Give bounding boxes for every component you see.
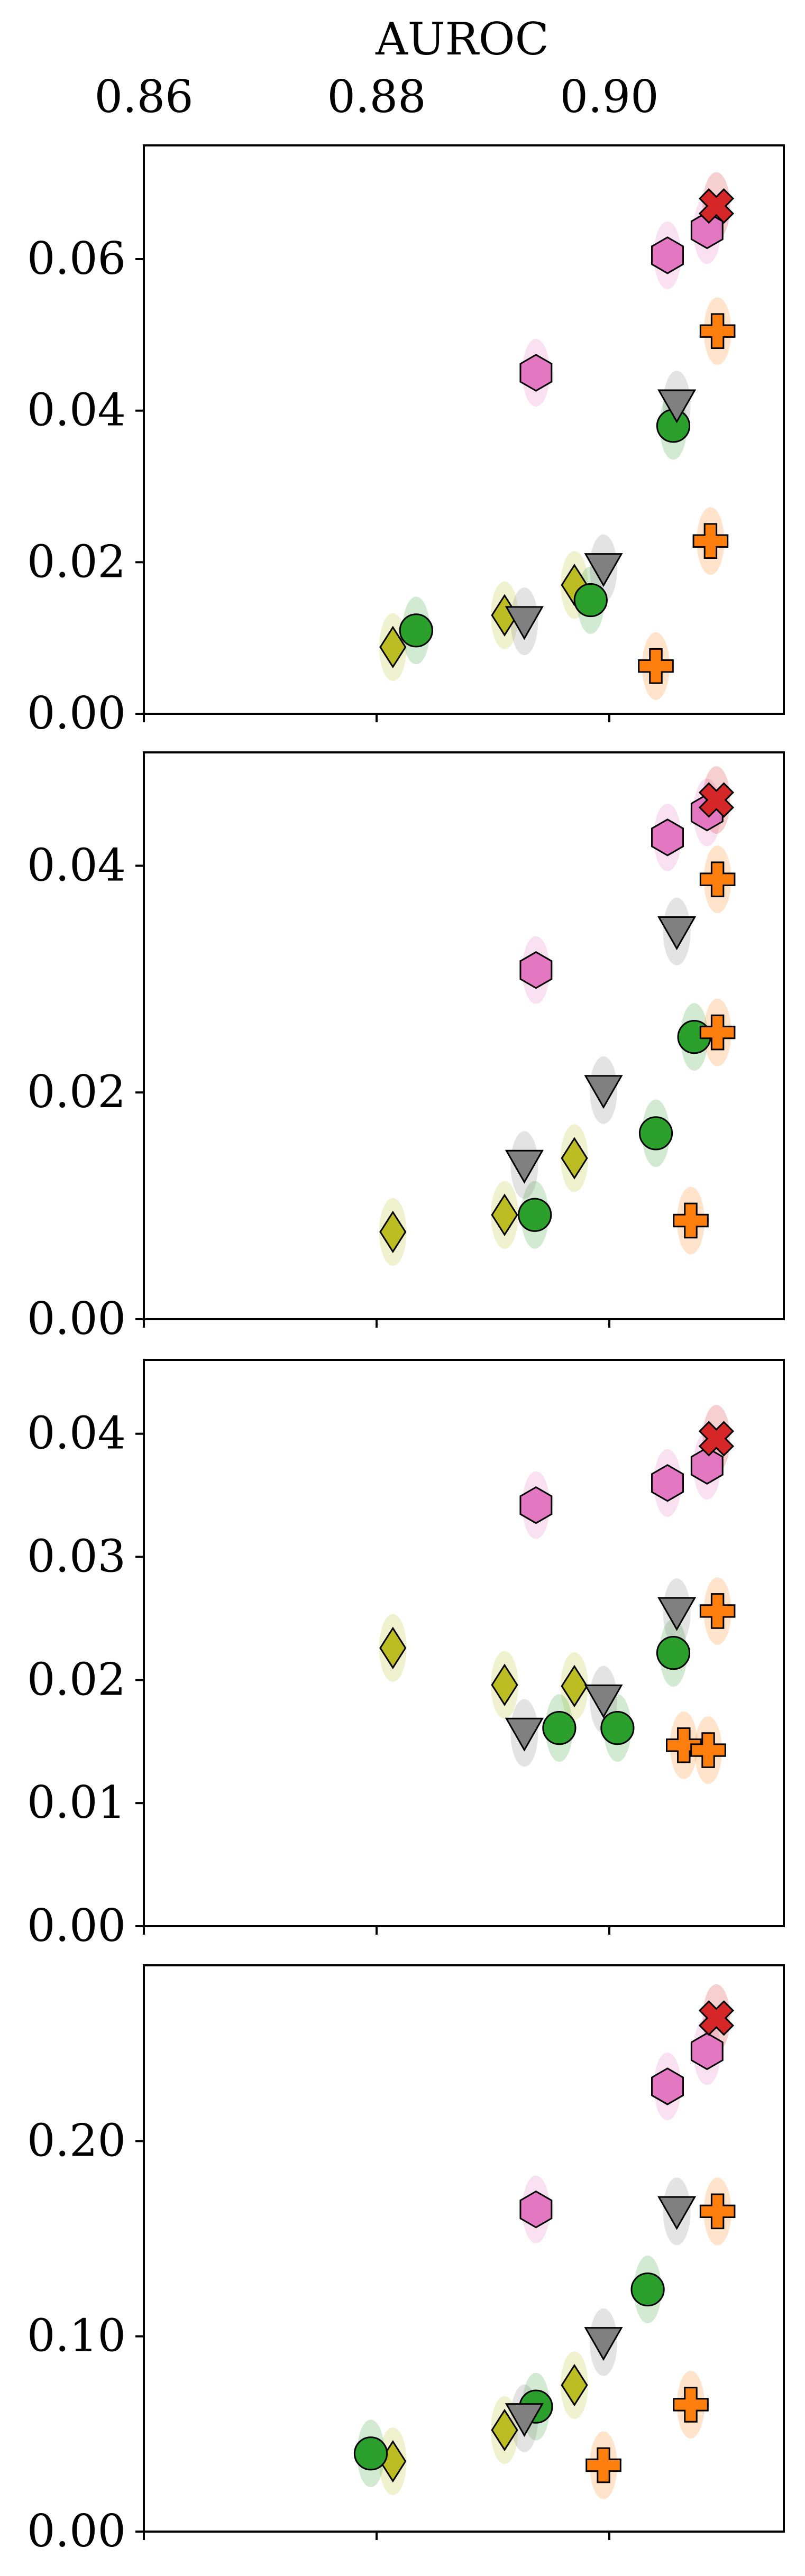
hexagon-point xyxy=(651,1464,684,1502)
diamond-point xyxy=(491,2408,518,2452)
scatter-panels: 0.00 0.02 0.04 0.06 0.00 0.02 0.04 0.00 0.01 0.02… xyxy=(27,144,785,2557)
plot-frame xyxy=(143,1964,785,2533)
hexagon-point xyxy=(519,1486,553,1524)
triangle-point xyxy=(584,2327,623,2361)
cross-point xyxy=(698,188,735,224)
triangle-point xyxy=(505,2403,544,2437)
circle-point xyxy=(630,2272,665,2307)
diamond-point xyxy=(561,1664,588,1708)
diamond-point xyxy=(379,625,407,669)
y-tick-label: 0.04 xyxy=(27,839,126,891)
plus-point xyxy=(692,523,729,559)
triangle-point xyxy=(584,553,623,587)
hexagon-point xyxy=(519,2190,553,2229)
plus-point xyxy=(699,1014,736,1051)
plus-point xyxy=(690,1732,726,1768)
triangle-point xyxy=(505,606,544,640)
diamond-point xyxy=(379,1626,407,1670)
y-tick-label: 0.10 xyxy=(27,2310,126,2362)
circle-point xyxy=(542,1711,577,1745)
plus-point xyxy=(666,1727,702,1763)
hexagon-point xyxy=(519,951,553,989)
top-x-tick-label: 0.88 xyxy=(327,71,426,123)
y-tick-label: 0.01 xyxy=(27,1777,126,1828)
hexagon-point xyxy=(651,236,684,274)
circle-point xyxy=(638,1116,673,1151)
scatter-panel-2: 0.00 0.02 0.04 xyxy=(27,751,785,1345)
hexagon-point xyxy=(690,2032,724,2071)
hexagon-point xyxy=(690,1447,724,1485)
y-tick-label: 0.03 xyxy=(27,1531,126,1583)
circle-point xyxy=(573,583,608,618)
plot-frame xyxy=(143,1359,785,1927)
circle-point xyxy=(656,1636,691,1670)
plus-point xyxy=(699,861,736,897)
triangle-point xyxy=(505,1149,544,1184)
y-tick-label: 0.00 xyxy=(27,2505,126,2557)
diamond-point xyxy=(561,2363,588,2407)
triangle-point xyxy=(657,389,697,424)
y-tick-label: 0.02 xyxy=(27,536,126,587)
top-x-tick-label: 0.90 xyxy=(560,71,658,123)
diamond-point xyxy=(561,1137,588,1180)
y-tick-label: 0.00 xyxy=(27,687,126,739)
y-tick-label: 0.20 xyxy=(27,2114,126,2166)
y-tick-label: 0.00 xyxy=(27,1900,126,1952)
diamond-point xyxy=(379,1210,407,1254)
plus-point xyxy=(699,2193,736,2230)
cross-point xyxy=(698,782,735,818)
circle-point xyxy=(353,2436,388,2471)
plot-frame xyxy=(143,751,785,1320)
scatter-panel-4: 0.00 0.10 0.20 xyxy=(27,1964,785,2557)
y-tick-label: 0.04 xyxy=(27,1407,126,1459)
hexagon-point xyxy=(651,818,684,857)
diamond-point xyxy=(491,1663,518,1706)
plus-point xyxy=(699,1593,736,1629)
plus-point xyxy=(638,648,674,684)
y-tick-label: 0.06 xyxy=(27,233,126,284)
top-x-tick-label: 0.86 xyxy=(94,71,193,123)
y-tick-label: 0.02 xyxy=(27,1066,126,1118)
cross-point xyxy=(698,2000,735,2036)
triangle-point xyxy=(657,916,697,951)
triangle-point xyxy=(505,1717,544,1752)
plus-point xyxy=(673,2387,709,2423)
triangle-point xyxy=(657,1597,697,1631)
triangle-point xyxy=(657,2196,697,2230)
hexagon-point xyxy=(519,354,553,392)
plus-point xyxy=(586,2447,621,2483)
plus-point xyxy=(699,313,736,349)
hexagon-point xyxy=(651,2067,684,2105)
cross-point xyxy=(698,1421,735,1457)
y-tick-label: 0.04 xyxy=(27,384,126,436)
y-tick-label: 0.02 xyxy=(27,1653,126,1705)
triangle-point xyxy=(584,1075,623,1109)
plot-frame xyxy=(143,144,785,715)
top-axis-title: AUROC xyxy=(375,13,549,65)
y-tick-label: 0.00 xyxy=(27,1293,126,1345)
scatter-panel-1: 0.00 0.02 0.04 0.06 xyxy=(27,144,785,739)
scatter-panel-3: 0.00 0.01 0.02 0.03 0.04 xyxy=(27,1359,785,1952)
circle-point xyxy=(399,613,433,648)
top-x-tick-labels: 0.86 0.88 0.90 xyxy=(94,71,658,123)
diamond-point xyxy=(491,1193,518,1236)
triangle-point xyxy=(584,1684,623,1718)
circle-point xyxy=(600,1711,635,1745)
plus-point xyxy=(673,1202,709,1239)
circle-point xyxy=(518,1198,552,1232)
